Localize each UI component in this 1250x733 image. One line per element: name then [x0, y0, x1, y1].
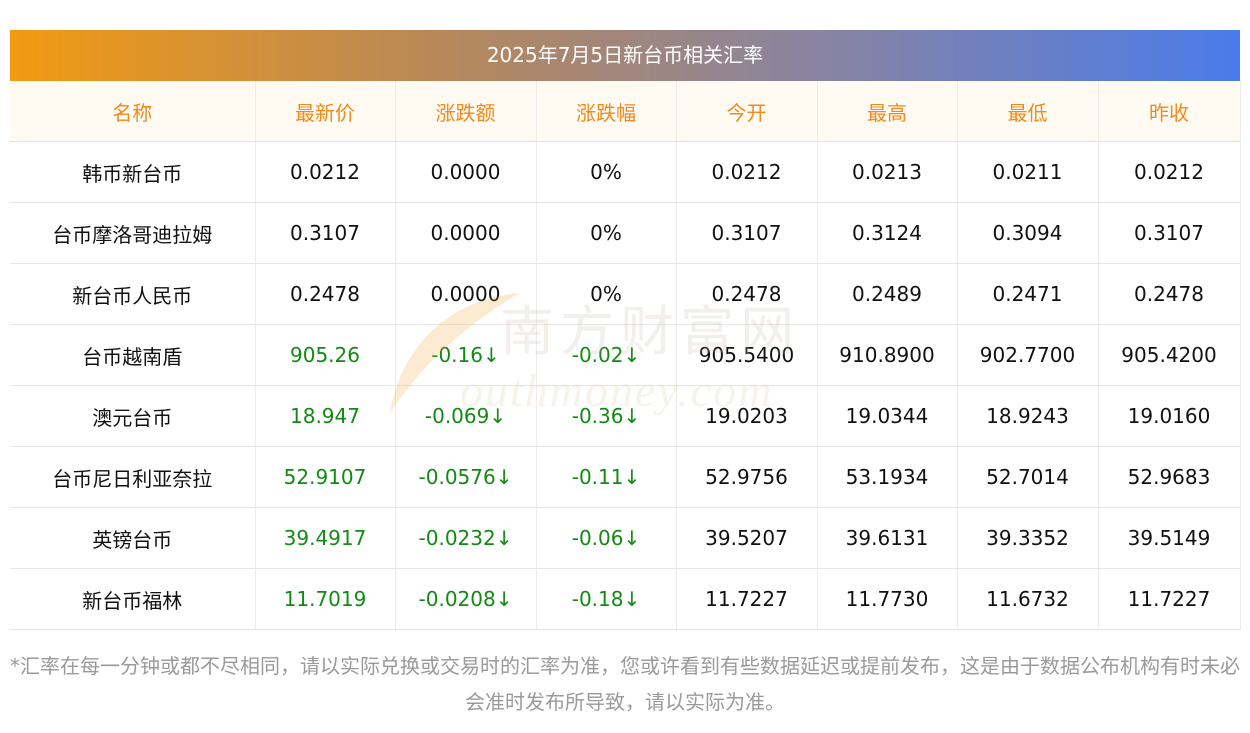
- cell-name: 台币越南盾: [10, 324, 256, 386]
- cell-change-pct: -0.02↓: [536, 324, 677, 386]
- cell-change-pct: -0.18↓: [536, 568, 677, 630]
- cell-prev-close: 0.3107: [1098, 202, 1241, 264]
- cell-low: 11.6732: [957, 568, 1099, 630]
- header-row: 名称 最新价 涨跌额 涨跌幅 今开 最高 最低 昨收: [10, 81, 1241, 142]
- cell-open: 905.5400: [676, 324, 818, 386]
- cell-prev-close: 0.2478: [1098, 263, 1241, 325]
- cell-low: 18.9243: [957, 385, 1099, 447]
- cell-low: 902.7700: [957, 324, 1099, 386]
- cell-change-pct: 0%: [536, 202, 677, 264]
- cell-open: 11.7227: [676, 568, 818, 630]
- cell-change-pct: -0.11↓: [536, 446, 677, 508]
- table-title: 2025年7月5日新台币相关汇率: [10, 30, 1240, 81]
- cell-prev-close: 52.9683: [1098, 446, 1241, 508]
- cell-open: 0.3107: [676, 202, 818, 264]
- cell-latest: 11.7019: [255, 568, 396, 630]
- cell-open: 52.9756: [676, 446, 818, 508]
- cell-change: -0.16↓: [395, 324, 537, 386]
- cell-prev-close: 0.0212: [1098, 141, 1241, 203]
- header-change: 涨跌额: [395, 81, 537, 142]
- table-row: 澳元台币 18.947 -0.069↓ -0.36↓ 19.0203 19.0344 18.…: [10, 385, 1241, 447]
- cell-change-pct: 0%: [536, 263, 677, 325]
- header-low: 最低: [957, 81, 1099, 142]
- cell-open: 0.2478: [676, 263, 818, 325]
- header-change-pct: 涨跌幅: [536, 81, 677, 142]
- cell-change: -0.069↓: [395, 385, 537, 447]
- cell-prev-close: 11.7227: [1098, 568, 1241, 630]
- cell-change: -0.0208↓: [395, 568, 537, 630]
- cell-latest: 18.947: [255, 385, 396, 447]
- table-row: 韩币新台币 0.0212 0.0000 0% 0.0212 0.0213 0.0211 0.0…: [10, 141, 1241, 203]
- cell-low: 0.2471: [957, 263, 1099, 325]
- cell-name: 澳元台币: [10, 385, 256, 447]
- table-row: 台币摩洛哥迪拉姆 0.3107 0.0000 0% 0.3107 0.3124 0.3094…: [10, 202, 1241, 264]
- cell-latest: 52.9107: [255, 446, 396, 508]
- cell-latest: 0.0212: [255, 141, 396, 203]
- cell-high: 11.7730: [817, 568, 958, 630]
- cell-prev-close: 19.0160: [1098, 385, 1241, 447]
- cell-high: 0.0213: [817, 141, 958, 203]
- cell-low: 39.3352: [957, 507, 1099, 569]
- table-row: 台币尼日利亚奈拉 52.9107 -0.0576↓ -0.11↓ 52.9756 53.1…: [10, 446, 1241, 508]
- cell-latest: 39.4917: [255, 507, 396, 569]
- cell-open: 19.0203: [676, 385, 818, 447]
- cell-high: 0.2489: [817, 263, 958, 325]
- cell-high: 53.1934: [817, 446, 958, 508]
- footnote: *汇率在每一分钟或都不尽相同，请以实际兑换或交易时的汇率为准，您或许看到有些数据…: [10, 654, 1240, 714]
- table-row: 台币越南盾 905.26 -0.16↓ -0.02↓ 905.5400 910.8900 9…: [10, 324, 1241, 386]
- header-name: 名称: [10, 81, 256, 142]
- cell-change-pct: -0.06↓: [536, 507, 677, 569]
- cell-change-pct: 0%: [536, 141, 677, 203]
- cell-prev-close: 905.4200: [1098, 324, 1241, 386]
- cell-high: 19.0344: [817, 385, 958, 447]
- table-row: 新台币人民币 0.2478 0.0000 0% 0.2478 0.2489 0.2471 0.…: [10, 263, 1241, 325]
- cell-change: -0.0232↓: [395, 507, 537, 569]
- cell-change: 0.0000: [395, 141, 537, 203]
- table-row: 英镑台币 39.4917 -0.0232↓ -0.06↓ 39.5207 39.6131 3…: [10, 507, 1241, 569]
- cell-high: 39.6131: [817, 507, 958, 569]
- header-latest: 最新价: [255, 81, 396, 142]
- cell-change: -0.0576↓: [395, 446, 537, 508]
- table-row: 新台币福林 11.7019 -0.0208↓ -0.18↓ 11.7227 11.7730…: [10, 568, 1241, 630]
- header-high: 最高: [817, 81, 958, 142]
- header-prev-close: 昨收: [1098, 81, 1241, 142]
- cell-latest: 905.26: [255, 324, 396, 386]
- cell-latest: 0.2478: [255, 263, 396, 325]
- cell-low: 0.0211: [957, 141, 1099, 203]
- cell-change-pct: -0.36↓: [536, 385, 677, 447]
- rate-table-card: 2025年7月5日新台币相关汇率 名称 最新价 涨跌额 涨跌幅 今开 最高 最低…: [10, 30, 1241, 630]
- cell-name: 韩币新台币: [10, 141, 256, 203]
- header-open: 今开: [676, 81, 818, 142]
- cell-open: 39.5207: [676, 507, 818, 569]
- cell-prev-close: 39.5149: [1098, 507, 1241, 569]
- cell-high: 910.8900: [817, 324, 958, 386]
- cell-name: 新台币福林: [10, 568, 256, 630]
- cell-high: 0.3124: [817, 202, 958, 264]
- cell-name: 台币尼日利亚奈拉: [10, 446, 256, 508]
- cell-low: 0.3094: [957, 202, 1099, 264]
- cell-name: 台币摩洛哥迪拉姆: [10, 202, 256, 264]
- cell-name: 英镑台币: [10, 507, 256, 569]
- cell-change: 0.0000: [395, 263, 537, 325]
- cell-change: 0.0000: [395, 202, 537, 264]
- cell-low: 52.7014: [957, 446, 1099, 508]
- rate-table: 名称 最新价 涨跌额 涨跌幅 今开 最高 最低 昨收 韩币新台币 0.0212 0.…: [10, 81, 1241, 630]
- cell-latest: 0.3107: [255, 202, 396, 264]
- cell-name: 新台币人民币: [10, 263, 256, 325]
- cell-open: 0.0212: [676, 141, 818, 203]
